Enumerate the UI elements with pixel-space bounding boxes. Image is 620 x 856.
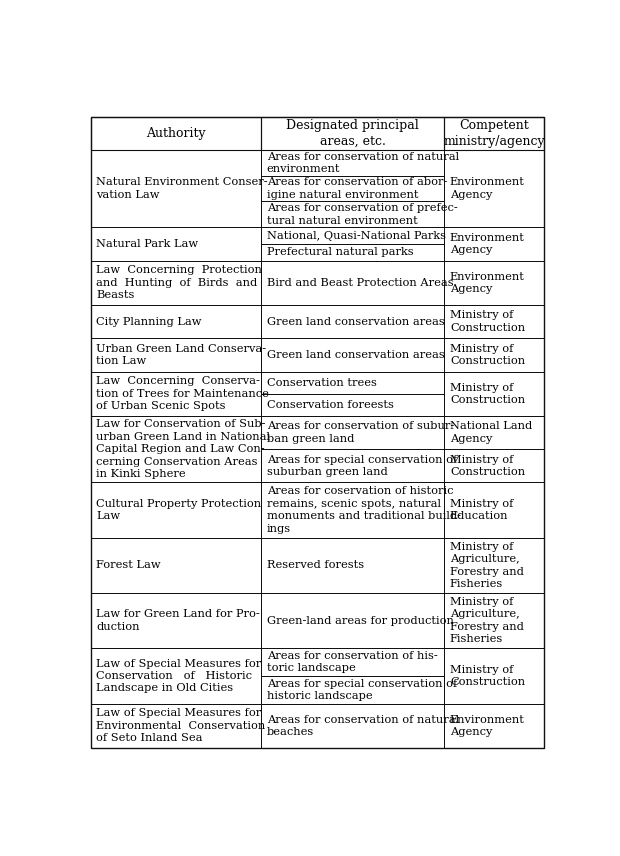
Bar [92, 260, 261, 305]
Text: Bird and Beast Protection Areas: Bird and Beast Protection Areas [267, 278, 453, 288]
Bar [261, 538, 445, 593]
Bar [261, 482, 445, 538]
Text: Ministry of
Construction: Ministry of Construction [450, 344, 525, 366]
Text: Forest Law: Forest Law [96, 561, 161, 570]
Text: Reserved forests: Reserved forests [267, 561, 364, 570]
Bar [445, 482, 544, 538]
Text: Areas for special conservation of
suburban green land: Areas for special conservation of suburb… [267, 455, 457, 477]
Bar [445, 227, 544, 260]
Bar [92, 416, 261, 482]
Bar [261, 175, 445, 201]
Bar [445, 648, 544, 704]
Bar [92, 538, 261, 593]
Text: Law for Green Land for Pro-
duction: Law for Green Land for Pro- duction [96, 609, 260, 632]
Text: Environment
Agency: Environment Agency [450, 271, 525, 294]
Text: Areas for conservation of natural
environment: Areas for conservation of natural enviro… [267, 152, 459, 174]
Bar [445, 338, 544, 372]
Text: Law  Concerning  Conserva-
tion of Trees for Maintenance
of Urban Scenic Spots: Law Concerning Conserva- tion of Trees f… [96, 377, 269, 411]
Bar [92, 227, 261, 260]
Bar [261, 150, 445, 175]
Text: Green land conservation areas: Green land conservation areas [267, 350, 445, 360]
Text: Cultural Property Protection
Law: Cultural Property Protection Law [96, 499, 261, 521]
Bar [92, 648, 261, 704]
Bar [261, 648, 445, 676]
Text: Areas for conservation of abor-
igine natural environment: Areas for conservation of abor- igine na… [267, 177, 447, 199]
Bar [92, 593, 261, 648]
Bar [445, 372, 544, 416]
Text: Designated principal
areas, etc.: Designated principal areas, etc. [286, 119, 419, 148]
Text: Authority: Authority [146, 127, 206, 140]
Text: Conservation trees: Conservation trees [267, 377, 376, 388]
Text: Conservation foreests: Conservation foreests [267, 400, 394, 410]
Text: Urban Green Land Conserva-
tion Law: Urban Green Land Conserva- tion Law [96, 344, 266, 366]
Bar [445, 449, 544, 482]
Bar [92, 338, 261, 372]
Bar [445, 538, 544, 593]
Text: Ministry of
Construction: Ministry of Construction [450, 311, 525, 333]
Text: Areas for special conservation of
historic landscape: Areas for special conservation of histor… [267, 679, 457, 701]
Text: National Land
Agency: National Land Agency [450, 421, 532, 444]
Text: Ministry of
Agriculture,
Forestry and
Fisheries: Ministry of Agriculture, Forestry and Fi… [450, 542, 524, 589]
Bar [261, 676, 445, 704]
Bar [445, 593, 544, 648]
Text: Competent
ministry/agency: Competent ministry/agency [443, 119, 545, 148]
Bar [261, 244, 445, 260]
Text: Ministry of
Agriculture,
Forestry and
Fisheries: Ministry of Agriculture, Forestry and Fi… [450, 597, 524, 645]
Text: Environment
Agency: Environment Agency [450, 233, 525, 255]
Bar [445, 416, 544, 449]
Bar [92, 704, 261, 748]
Text: Green-land areas for production: Green-land areas for production [267, 615, 453, 626]
Bar [261, 704, 445, 748]
Bar [92, 150, 261, 227]
Bar [261, 260, 445, 305]
Text: Natural Environment Conser-
vation Law: Natural Environment Conser- vation Law [96, 177, 268, 199]
Text: Areas for conservation of natural
beaches: Areas for conservation of natural beache… [267, 715, 459, 737]
Text: Areas for conservation of his-
toric landscape: Areas for conservation of his- toric lan… [267, 651, 437, 674]
Bar [261, 394, 445, 416]
Text: Environment
Agency: Environment Agency [450, 177, 525, 199]
Bar [261, 372, 445, 394]
Bar [445, 260, 544, 305]
Text: Ministry of
Education: Ministry of Education [450, 499, 513, 521]
Bar [261, 449, 445, 482]
Bar [92, 482, 261, 538]
Text: Prefectural natural parks: Prefectural natural parks [267, 247, 413, 258]
Text: Areas for coservation of historic
remains, scenic spots, natural
monuments and t: Areas for coservation of historic remain… [267, 486, 461, 533]
Bar [261, 201, 445, 227]
Bar [261, 116, 445, 150]
Text: Areas for conservation of subur-
ban green land: Areas for conservation of subur- ban gre… [267, 421, 454, 444]
Text: Green land conservation areas: Green land conservation areas [267, 317, 445, 327]
Text: Areas for conservation of prefec-
tural natural environment: Areas for conservation of prefec- tural … [267, 203, 458, 225]
Bar [92, 372, 261, 416]
Bar [261, 227, 445, 244]
Text: Ministry of
Construction: Ministry of Construction [450, 455, 525, 477]
Text: Environment
Agency: Environment Agency [450, 715, 525, 737]
Bar [92, 116, 261, 150]
Text: City Planning Law: City Planning Law [96, 317, 202, 327]
Bar [445, 704, 544, 748]
Text: Law  Concerning  Protection
and  Hunting  of  Birds  and
Beasts: Law Concerning Protection and Hunting of… [96, 265, 262, 300]
Bar [261, 593, 445, 648]
Bar [261, 338, 445, 372]
Text: Law for Conservation of Sub-
urban Green Land in National
Capital Region and Law: Law for Conservation of Sub- urban Green… [96, 419, 270, 479]
Text: Natural Park Law: Natural Park Law [96, 239, 198, 249]
Text: Law of Special Measures for
Conservation   of   Historic
Landscape in Old Cities: Law of Special Measures for Conservation… [96, 658, 262, 693]
Bar [445, 150, 544, 227]
Bar [261, 305, 445, 338]
Text: Ministry of
Construction: Ministry of Construction [450, 665, 525, 687]
Text: Law of Special Measures for
Environmental  Conservation
of Seto Inland Sea: Law of Special Measures for Environmenta… [96, 709, 265, 743]
Bar [445, 116, 544, 150]
Text: National, Quasi-National Parks: National, Quasi-National Parks [267, 230, 446, 241]
Bar [445, 305, 544, 338]
Text: Ministry of
Construction: Ministry of Construction [450, 383, 525, 405]
Bar [92, 305, 261, 338]
Bar [261, 416, 445, 449]
